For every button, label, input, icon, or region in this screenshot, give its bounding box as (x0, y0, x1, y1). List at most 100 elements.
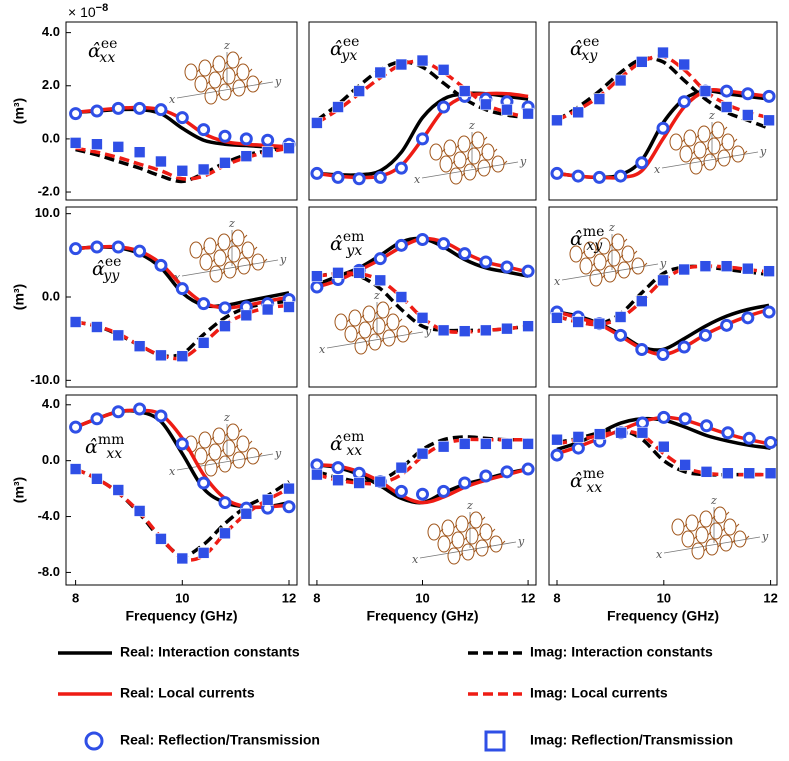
marker-circle (218, 496, 232, 510)
marker-circle (416, 233, 429, 246)
y-tick-label: -2.0 (38, 183, 60, 198)
helix-lead (643, 262, 648, 267)
marker-square (155, 155, 167, 168)
marker-circle (741, 87, 755, 101)
marker-square (458, 325, 471, 337)
x-tick-label: 8 (553, 590, 560, 605)
helix-lead (501, 540, 506, 545)
inset-axis-label: z (223, 39, 230, 52)
offset-text: × 10−8 (68, 2, 108, 20)
marker-square (501, 103, 513, 116)
marker-square (522, 438, 534, 450)
inset-axis-label: z (223, 411, 230, 424)
inset-axis-label: y (274, 75, 282, 88)
marker-circle (677, 95, 691, 109)
inset-axis-label: y (274, 447, 282, 460)
unit-cell-illustration: x y z (169, 411, 282, 478)
label-symbol: α̂ (570, 38, 583, 60)
marker-circle (197, 476, 211, 490)
helix-lead (725, 511, 730, 516)
inset-axis-label: x (169, 93, 176, 106)
marker-square (133, 340, 146, 352)
helix-lead (248, 440, 253, 445)
inset-axis (176, 81, 274, 99)
marker-square (437, 324, 450, 337)
marker-circle (90, 240, 104, 254)
marker-square (763, 114, 775, 127)
marker-circle (310, 166, 324, 180)
marker-square (720, 260, 733, 272)
marker-circle (677, 340, 691, 354)
label-sub: xy (581, 48, 598, 64)
marker-circle (762, 305, 776, 319)
marker-square (593, 317, 606, 330)
y-tick-label: -4.0 (38, 508, 60, 523)
marker-circle (69, 242, 83, 256)
marker-circle (310, 280, 324, 294)
marker-square (311, 468, 323, 481)
marker-square (91, 321, 103, 333)
offset-base: × 10 (68, 4, 96, 20)
inset-axis (176, 453, 274, 471)
marker-square (240, 309, 253, 322)
label-sup: em (343, 229, 365, 245)
helix-lead (398, 318, 403, 323)
marker-square (635, 56, 648, 68)
inset-axis-label: y (519, 155, 527, 168)
marker-circle (175, 437, 189, 451)
x-axis-label: Frequency (GHz) (366, 608, 478, 624)
label-symbol: α̂ (570, 470, 583, 492)
marker-circle (550, 448, 564, 462)
marker-square (374, 66, 387, 79)
marker-circle (656, 348, 670, 361)
y-tick-label: 10.0 (35, 205, 60, 220)
label-sub: xx (586, 480, 602, 496)
marker-circle (111, 240, 125, 254)
marker-circle (614, 328, 628, 342)
marker-square (240, 150, 253, 162)
marker-square (699, 85, 712, 97)
marker-circle (352, 466, 366, 480)
helix-lead (238, 56, 243, 61)
label-sub: xx (346, 443, 362, 459)
marker-circle (678, 412, 692, 426)
series-line (315, 60, 529, 122)
marker-square (551, 433, 563, 446)
marker-square (551, 114, 563, 127)
marker-square (69, 463, 82, 475)
marker-circle (700, 419, 714, 433)
label-sup: mm (98, 432, 125, 448)
marker-square (480, 438, 492, 450)
marker-square (219, 157, 231, 169)
helix-lead (735, 523, 740, 528)
unit-cell-illustration: x y z (654, 109, 767, 176)
marker-circle (154, 258, 168, 272)
helix-lead (253, 246, 258, 251)
label-symbol: α̂ (92, 258, 105, 280)
panel-label: α̂em xx (330, 429, 364, 459)
helix-lead (258, 80, 263, 85)
panel-label: α̂ee xy (570, 34, 599, 64)
inset-axis (663, 536, 761, 554)
marker-circle (197, 297, 211, 311)
marker-square (283, 301, 295, 313)
inset-axis-label: z (373, 289, 380, 302)
marker-square (332, 101, 344, 113)
marker-circle (479, 469, 493, 483)
marker-square (437, 440, 450, 453)
marker-square (197, 163, 210, 176)
marker-square (91, 473, 103, 485)
label-sub: yx (345, 243, 362, 259)
marker-square (635, 295, 648, 307)
label-sup: ee (583, 34, 600, 50)
marker-circle (416, 132, 429, 146)
marker-square (133, 505, 146, 517)
marker-square (593, 93, 606, 105)
marker-square (614, 311, 627, 323)
marker-circle (521, 264, 535, 278)
panel-label: α̂ee yy (92, 254, 121, 284)
marker-circle (218, 301, 232, 315)
marker-circle (437, 484, 451, 498)
marker-circle (133, 101, 147, 115)
helix-lead (745, 535, 750, 540)
